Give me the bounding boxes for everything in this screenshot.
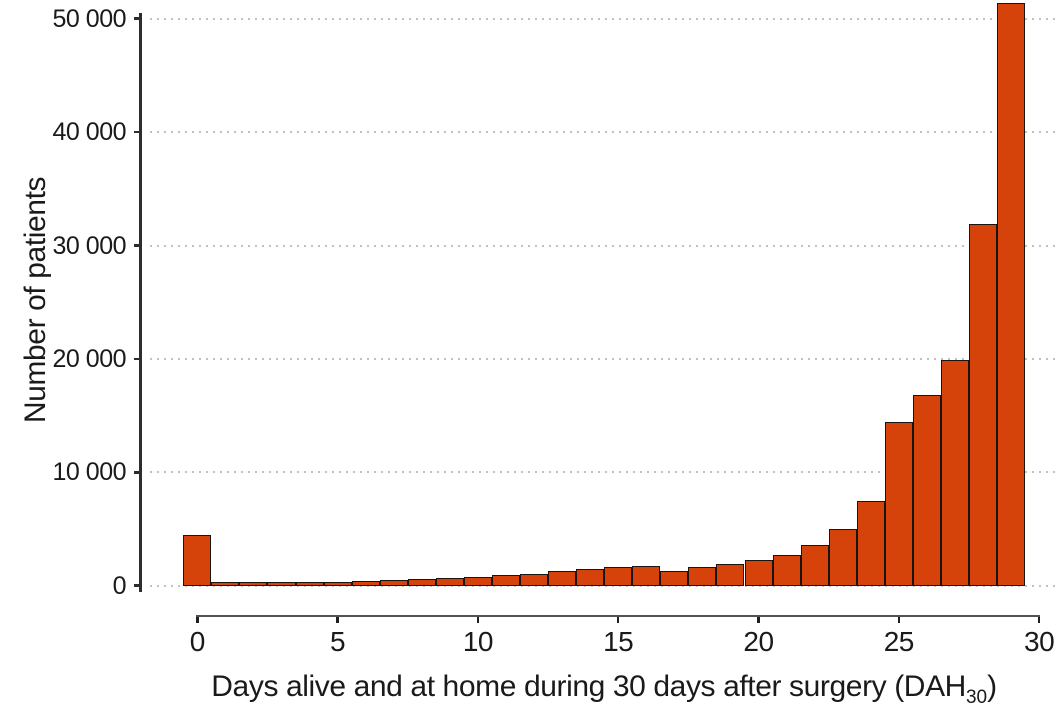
bar	[211, 582, 240, 586]
bar	[183, 534, 212, 586]
x-axis-title-close: )	[987, 670, 997, 703]
y-axis-title: Number of patients	[19, 176, 52, 424]
y-tick	[133, 244, 141, 247]
bar	[323, 582, 352, 586]
x-axis-title-text: Days alive and at home during 30 days af…	[211, 670, 966, 703]
x-tick	[1037, 616, 1041, 624]
y-tick	[133, 357, 141, 361]
gridline	[150, 357, 1058, 360]
y-tick-label: 40 000	[52, 118, 127, 147]
x-tick	[196, 616, 199, 624]
bar	[940, 360, 969, 586]
x-tick-label: 25	[883, 626, 915, 657]
x-tick-label: 0	[189, 626, 206, 657]
x-tick-label: 20	[743, 626, 774, 657]
bar	[491, 575, 520, 586]
bar	[968, 224, 998, 586]
bar	[351, 581, 380, 586]
y-tick-label: 0	[112, 571, 127, 600]
bar	[744, 559, 773, 586]
bar	[463, 577, 492, 586]
bar	[295, 582, 324, 586]
bar	[548, 571, 577, 586]
x-tick	[336, 616, 339, 624]
y-tick	[133, 584, 141, 587]
x-tick	[476, 616, 480, 624]
x-tick-label: 15	[603, 626, 634, 657]
bar	[856, 500, 885, 586]
bar	[716, 564, 745, 586]
bar	[379, 579, 408, 586]
bar	[604, 567, 633, 586]
bar	[632, 565, 661, 586]
bar	[800, 545, 829, 586]
x-axis-line	[196, 614, 1040, 617]
y-tick	[133, 471, 141, 474]
y-tick-label: 10 000	[52, 458, 127, 487]
y-tick	[133, 130, 141, 134]
x-axis-title-subscript: 30	[965, 687, 988, 708]
bar	[660, 570, 689, 586]
bar	[407, 578, 436, 586]
x-tick-label: 5	[330, 626, 346, 657]
y-tick-label: 50 000	[52, 4, 127, 33]
bar	[884, 421, 913, 586]
bar	[576, 568, 605, 586]
y-tick-label: 20 000	[52, 344, 127, 373]
bar	[688, 567, 717, 586]
bar	[267, 582, 296, 586]
x-tick	[897, 616, 901, 624]
bar	[772, 555, 801, 586]
y-axis-line	[139, 13, 142, 592]
bar	[239, 582, 268, 586]
gridline	[150, 471, 1058, 474]
gridline	[150, 244, 1058, 247]
x-tick-label: 10	[462, 626, 494, 657]
y-tick	[133, 17, 141, 20]
x-tick	[616, 616, 620, 624]
gridline	[150, 131, 1058, 134]
x-tick	[757, 616, 760, 624]
gridline	[150, 17, 1058, 20]
bar	[912, 395, 941, 586]
bar	[435, 577, 464, 586]
bar	[828, 529, 857, 586]
y-tick-label: 30 000	[52, 231, 127, 260]
x-axis-title: Days alive and at home during 30 days af…	[150, 670, 1058, 708]
bar	[997, 3, 1026, 586]
x-tick-label: 30	[1024, 626, 1055, 657]
bar	[520, 574, 549, 586]
